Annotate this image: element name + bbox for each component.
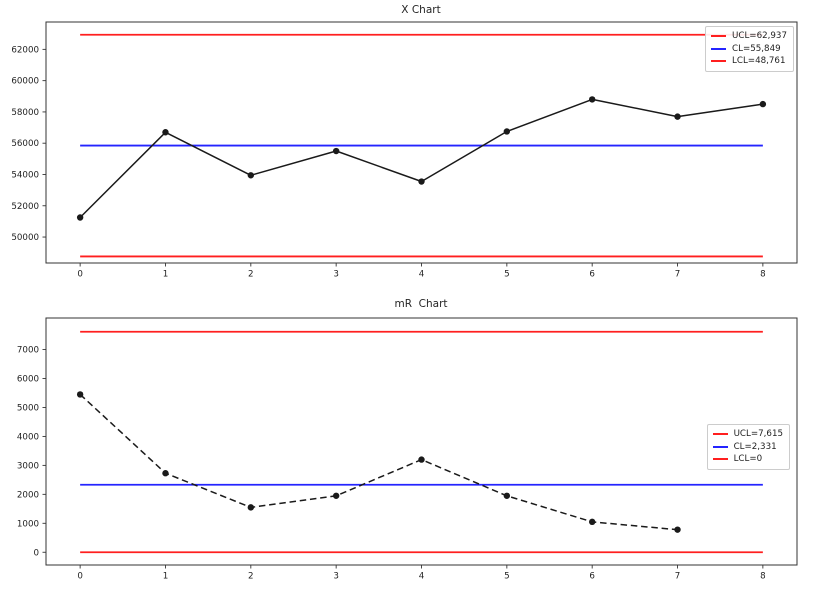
y-tick-label: 2000	[17, 490, 39, 500]
mr-series-line	[79, 393, 678, 531]
y-tick-label: 62000	[11, 45, 39, 55]
x-chart-legend: UCL=62,937 CL=55,849 LCL=48,761	[705, 26, 794, 72]
y-tick-label: 7000	[17, 346, 39, 356]
ucl-legend-label: UCL=62,937	[732, 31, 787, 42]
x-tick-label: 5	[504, 572, 510, 582]
data-point	[162, 129, 169, 136]
y-tick-label: 52000	[11, 202, 39, 212]
x-tick-label: 6	[589, 572, 595, 582]
data-point	[503, 128, 511, 135]
x-tick-label: 1	[163, 270, 169, 280]
data-point	[418, 178, 425, 185]
legend-row-lcl: LCL=0	[712, 453, 783, 466]
x-tick-label: 8	[760, 572, 766, 582]
y-tick-label: 54000	[11, 170, 39, 180]
cl-line-swatch	[712, 445, 728, 448]
data-point	[247, 172, 255, 179]
x-tick-label: 2	[248, 572, 254, 582]
data-point	[332, 147, 340, 155]
ucl-line-swatch	[711, 35, 727, 38]
cl-line-swatch	[711, 47, 727, 50]
data-point	[503, 492, 511, 499]
ucl-line-swatch	[712, 433, 728, 436]
mr-chart-title: mR Chart	[394, 298, 448, 310]
y-tick-label: 0	[33, 548, 39, 558]
x-tick-label: 7	[675, 270, 681, 280]
legend-row-ucl: UCL=62,937	[711, 30, 787, 43]
data-point	[588, 518, 596, 526]
data-point	[588, 96, 596, 103]
legend-row-cl: CL=2,331	[712, 441, 783, 454]
x-chart-title: X Chart	[401, 4, 441, 16]
x-tick-label: 4	[419, 572, 425, 582]
legend-row-cl: CL=55,849	[711, 43, 787, 56]
y-tick-label: 4000	[17, 432, 39, 442]
legend-row-lcl: LCL=48,761	[711, 55, 787, 68]
lcl-legend-label: LCL=48,761	[732, 56, 786, 67]
lcl-legend-label: LCL=0	[733, 454, 763, 465]
mr-chart-axes: 0 1000 2000 3000 4000 5000 6000 7000 0 1 2 3 4 5 6 7 8	[17, 317, 798, 582]
data-point	[674, 526, 681, 533]
axes-frame	[45, 21, 798, 264]
data-point	[247, 504, 255, 511]
data-point	[332, 492, 340, 499]
x-tick-label: 6	[589, 270, 595, 280]
x-tick-label: 3	[333, 572, 339, 582]
data-point	[759, 100, 767, 108]
y-tick-label: 1000	[17, 519, 39, 529]
legend-row-ucl: UCL=7,615	[712, 428, 783, 441]
y-tick-label: 6000	[17, 375, 39, 385]
x-chart-axes: 50000 52000 54000 56000 58000 60000 62000 0 1 2 3 4…	[11, 21, 798, 280]
x-tick-label: 7	[675, 572, 681, 582]
y-tick-label: 60000	[11, 77, 39, 87]
data-point	[674, 113, 681, 120]
lcl-line-swatch	[712, 458, 728, 461]
lcl-line-swatch	[711, 60, 727, 63]
x-tick-label: 3	[333, 270, 339, 280]
x-tick-label: 5	[504, 270, 510, 280]
x-tick-label: 4	[419, 270, 425, 280]
y-tick-label: 50000	[11, 233, 39, 243]
cl-legend-label: CL=55,849	[732, 43, 781, 54]
data-point	[162, 470, 169, 477]
y-tick-label: 3000	[17, 461, 39, 471]
y-tick-label: 58000	[11, 108, 39, 118]
x-tick-label: 0	[77, 270, 83, 280]
data-point	[76, 391, 84, 398]
y-tick-label: 56000	[11, 139, 39, 149]
x-tick-label: 2	[248, 270, 254, 280]
data-point	[418, 456, 425, 463]
cl-legend-label: CL=2,331	[733, 441, 777, 452]
x-tick-label: 8	[760, 270, 766, 280]
mr-chart-legend: UCL=7,615 CL=2,331 LCL=0	[706, 424, 790, 470]
axes-frame	[45, 317, 798, 566]
y-tick-label: 5000	[17, 403, 39, 413]
data-point	[76, 214, 84, 221]
x-series-line	[79, 98, 764, 219]
x-tick-label: 1	[163, 572, 169, 582]
x-tick-label: 0	[77, 572, 83, 582]
ucl-legend-label: UCL=7,615	[733, 429, 783, 440]
